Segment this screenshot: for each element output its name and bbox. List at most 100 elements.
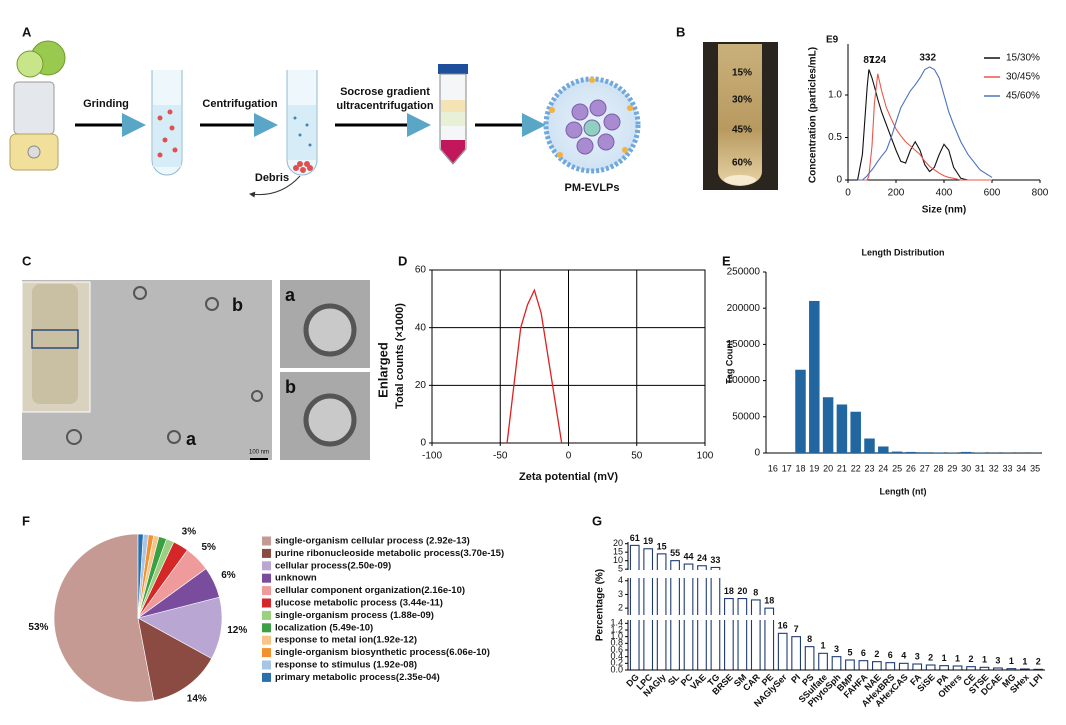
unit-label: E9 — [826, 35, 839, 46]
y-tick-label: 0.5 — [828, 132, 842, 143]
slice-label: 6% — [221, 570, 236, 581]
count-label: 2 — [969, 654, 974, 664]
y-tick-label: 20 — [613, 538, 623, 548]
count-label: 4 — [901, 651, 906, 661]
legend-label: single-organism cellular process (2.92e-… — [275, 536, 470, 547]
x-tick-label: 200 — [888, 188, 905, 199]
debris-label: Debris — [255, 172, 289, 184]
bar — [657, 554, 666, 572]
photo-b: 15% 30% 45% 60% — [703, 42, 778, 190]
step-label: Socrose gradient — [340, 86, 430, 98]
count-label: 3 — [995, 655, 1000, 665]
legend-label: localization (5.49e-10) — [275, 622, 373, 633]
legend-swatch — [262, 673, 271, 682]
bar — [864, 439, 874, 453]
x-tick-label: 24 — [878, 463, 888, 473]
bar — [899, 663, 908, 672]
slice-label: 53% — [28, 622, 48, 633]
legend-swatch — [262, 661, 271, 670]
x-tick-label: 50 — [631, 451, 643, 462]
bar — [644, 549, 653, 572]
legend-swatch — [262, 623, 271, 632]
legend-label: primary metabolic process(2.35e-04) — [275, 672, 440, 683]
x-tick-label: -100 — [422, 451, 442, 462]
bar — [795, 370, 805, 453]
bar — [738, 599, 747, 617]
x-tick-label: CAR — [741, 672, 762, 693]
count-label: 8 — [807, 634, 812, 644]
slice-label: 12% — [227, 625, 247, 636]
x-tick-label: 22 — [851, 463, 861, 473]
layer-label: 60% — [732, 158, 752, 169]
legend-swatch — [262, 586, 271, 595]
legend-label: 45/60% — [1006, 91, 1040, 102]
x-tick-label: 33 — [1002, 463, 1012, 473]
x-tick-label: 31 — [975, 463, 985, 473]
product-label: PM-EVLPs — [564, 182, 619, 194]
x-axis-label: Zeta potential (mV) — [519, 471, 618, 483]
legend-label: single-organism process (1.88e-09) — [275, 610, 434, 621]
line-series — [858, 70, 992, 181]
bar — [657, 444, 666, 617]
legend-swatch — [262, 549, 271, 558]
x-tick-label: 600 — [984, 188, 1001, 199]
count-label: 1 — [1009, 656, 1014, 666]
y-axis-label: Total counts (×1000) — [394, 303, 406, 409]
legend-label: cellular process(2.50e-09) — [275, 560, 391, 571]
legend-label: response to metal ion(1.92e-12) — [275, 635, 417, 646]
y-tick-label: 0 — [754, 448, 760, 459]
count-label: 33 — [710, 555, 720, 565]
bar — [778, 633, 787, 672]
step-label: Grinding — [83, 98, 129, 110]
layer-label: 30% — [732, 95, 752, 106]
count-label: 20 — [737, 586, 747, 596]
bar — [913, 664, 922, 672]
x-tick-label: 23 — [864, 463, 874, 473]
count-label: 24 — [697, 553, 707, 563]
legend-swatch — [262, 599, 271, 608]
legend-swatch — [262, 648, 271, 657]
image-label: b — [232, 295, 243, 315]
bar — [809, 301, 819, 453]
legend-swatch — [262, 574, 271, 583]
step-label: ultracentrifugation — [336, 100, 433, 112]
y-tick-label: 0 — [420, 438, 426, 449]
x-tick-label: 100 — [697, 451, 714, 462]
x-tick-label: -50 — [493, 451, 508, 462]
count-label: 2 — [1036, 657, 1041, 667]
x-tick-label: 27 — [920, 463, 930, 473]
legend-swatch — [262, 611, 271, 620]
bar — [792, 637, 801, 672]
x-axis-label: Size (nm) — [922, 205, 966, 216]
y-tick-label: 2 — [618, 603, 623, 613]
x-tick-label: 400 — [936, 188, 953, 199]
bar — [630, 375, 639, 617]
bar — [850, 412, 860, 453]
count-label: 7 — [794, 624, 799, 634]
panel-letter: A — [22, 24, 32, 39]
y-tick-label: 200000 — [727, 303, 761, 314]
x-tick-label: 35 — [1030, 463, 1040, 473]
legend-label: cellular component organization(2.16e-10… — [275, 585, 465, 596]
y-tick-label: 1.0 — [828, 90, 842, 101]
peak-label: 124 — [869, 55, 886, 66]
x-tick-label: 17 — [782, 463, 792, 473]
bar — [823, 397, 833, 453]
image-label: a — [186, 429, 197, 449]
legend-swatch — [262, 537, 271, 546]
bar — [671, 337, 680, 672]
x-tick-label: 32 — [989, 463, 999, 473]
scale-label: 100 nm — [249, 450, 269, 456]
bar — [751, 600, 760, 617]
x-tick-label: 26 — [906, 463, 916, 473]
x-tick-label: 18 — [795, 463, 805, 473]
x-tick-label: 20 — [823, 463, 833, 473]
layer-label: 45% — [732, 125, 752, 136]
layer-label: 15% — [732, 68, 752, 79]
legend-swatch — [262, 636, 271, 645]
y-tick-label: 250000 — [727, 267, 761, 278]
bar — [698, 540, 707, 617]
x-tick-label: 16 — [768, 463, 778, 473]
bar — [886, 663, 895, 672]
x-tick-label: 30 — [961, 463, 971, 473]
